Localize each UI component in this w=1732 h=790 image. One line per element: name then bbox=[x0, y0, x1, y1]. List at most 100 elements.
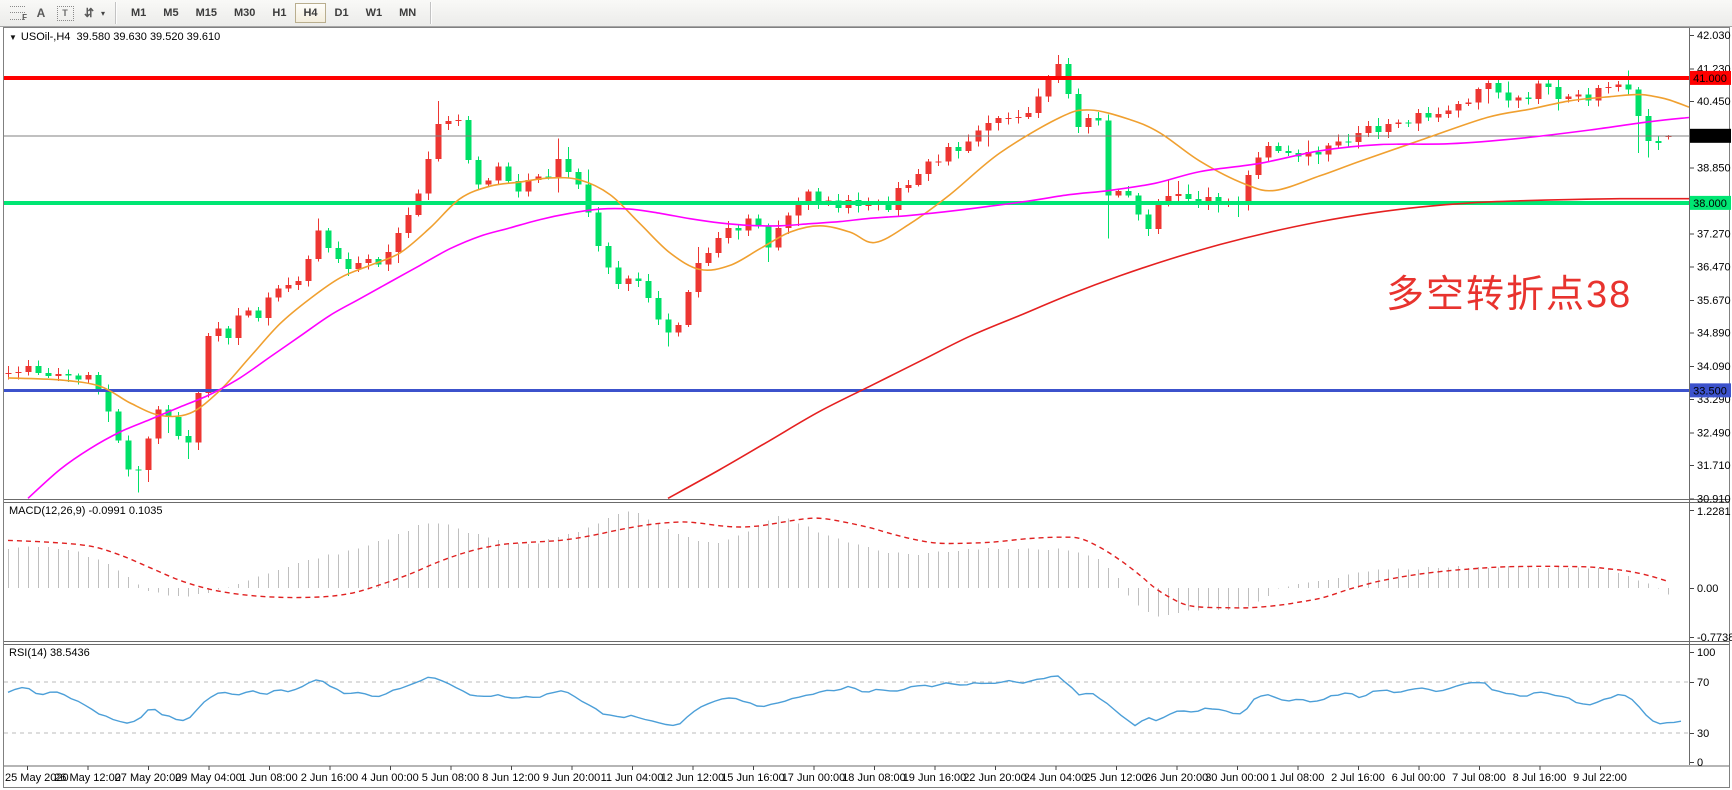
candle-body bbox=[985, 122, 992, 131]
chart-annotation-text[interactable]: 多空转折点38 bbox=[1386, 274, 1633, 316]
time-label: 22 Jun 20:00 bbox=[963, 772, 1027, 784]
candle-body bbox=[1045, 79, 1052, 97]
timeframe-button-m15[interactable]: M15 bbox=[195, 7, 217, 19]
candle-body bbox=[665, 319, 672, 333]
candle-body bbox=[1375, 125, 1382, 133]
candle-body bbox=[335, 248, 342, 259]
price-badge-label: 33.500 bbox=[1693, 385, 1727, 397]
candle-body bbox=[765, 225, 772, 248]
candle-body bbox=[265, 297, 272, 319]
candle-body bbox=[175, 417, 182, 437]
timeframe-button-m5[interactable]: M5 bbox=[163, 7, 179, 19]
macd-tick-label: -0.7738 bbox=[1697, 632, 1732, 644]
timeframe-button-h4[interactable]: H4 bbox=[295, 3, 326, 23]
dropdown-caret-icon[interactable]: ▾ bbox=[97, 9, 109, 18]
rsi-label: RSI(14) 38.5436 bbox=[9, 647, 90, 659]
time-label: 11 Jun 04:00 bbox=[601, 772, 664, 784]
candle-body bbox=[1285, 151, 1292, 154]
candle-body bbox=[795, 202, 802, 216]
macd-axis: 1.2281 0.00 -0.7738 bbox=[1690, 506, 1732, 644]
price-tick-label: 36.470 bbox=[1697, 262, 1731, 274]
rsi-panel[interactable] bbox=[4, 675, 1689, 734]
price-tick-label: 31.710 bbox=[1697, 460, 1731, 472]
candle-body bbox=[1155, 203, 1162, 229]
candle-body bbox=[155, 409, 162, 439]
price-tick-label: 34.890 bbox=[1697, 327, 1731, 339]
candle-body bbox=[1625, 84, 1632, 90]
candle-body bbox=[1255, 157, 1262, 175]
candle-body bbox=[1015, 116, 1022, 119]
toolbar-separator bbox=[115, 2, 117, 24]
timeframe-button-m1[interactable]: M1 bbox=[131, 7, 147, 19]
candle-body bbox=[1495, 83, 1502, 93]
candle-body bbox=[595, 212, 602, 247]
candle-body bbox=[1275, 145, 1282, 152]
candle-body bbox=[1505, 92, 1512, 101]
rsi-tick-label: 30 bbox=[1697, 728, 1709, 740]
symbol-ohlc-line: ▼ USOil-,H4 39.580 39.630 39.520 39.610 bbox=[9, 31, 220, 43]
candle-body bbox=[1165, 195, 1172, 204]
candle-body bbox=[885, 201, 892, 211]
candle-body bbox=[905, 184, 912, 189]
symbol-dropdown-icon[interactable]: ▼ bbox=[9, 32, 17, 42]
candle-body bbox=[645, 280, 652, 298]
fibo-lines-icon[interactable]: F bbox=[5, 3, 29, 23]
candle-body bbox=[895, 188, 902, 211]
price-tick-label: 37.270 bbox=[1697, 228, 1731, 240]
candle-body bbox=[1465, 102, 1472, 104]
candle-body bbox=[55, 374, 62, 377]
candle-body bbox=[565, 158, 572, 173]
time-label: 8 Jun 12:00 bbox=[482, 772, 540, 784]
candle-body bbox=[1455, 103, 1462, 111]
moving-averages bbox=[7, 93, 1690, 500]
candle-body bbox=[1615, 84, 1622, 88]
candle-body bbox=[1555, 87, 1562, 99]
text-label-icon[interactable]: A bbox=[29, 3, 53, 23]
candle-body bbox=[435, 124, 442, 159]
candle-body bbox=[1425, 112, 1432, 118]
candle-body bbox=[1035, 96, 1042, 113]
candle-body bbox=[315, 230, 322, 260]
time-label: 1 Jul 08:00 bbox=[1271, 772, 1325, 784]
time-label: 26 May 12:00 bbox=[54, 772, 121, 784]
candle-body bbox=[925, 161, 932, 175]
candle-body bbox=[275, 288, 282, 298]
ma-fast-orange bbox=[7, 93, 1690, 418]
candle-body bbox=[1115, 191, 1122, 196]
price-badge-label: 41.000 bbox=[1693, 73, 1727, 85]
timeframe-button-m30[interactable]: M30 bbox=[233, 7, 256, 19]
time-label: 25 May 2020 bbox=[5, 772, 69, 784]
macd-panel[interactable] bbox=[7, 511, 1669, 617]
price-tick-label: 38.850 bbox=[1697, 162, 1731, 174]
candle-body bbox=[1055, 64, 1062, 80]
candle-body bbox=[945, 147, 952, 162]
chart-background[interactable] bbox=[0, 27, 1732, 790]
time-label: 17 Jun 00:00 bbox=[782, 772, 846, 784]
candle-body bbox=[605, 246, 612, 268]
candle-body bbox=[85, 374, 92, 380]
candle-body bbox=[1655, 141, 1662, 144]
candle-body bbox=[1385, 123, 1392, 133]
candle-body bbox=[1445, 110, 1452, 115]
timeframe-button-w1[interactable]: W1 bbox=[365, 7, 383, 19]
candle-body bbox=[425, 158, 432, 194]
arrows-tool-icon[interactable]: ⇵ bbox=[77, 3, 101, 23]
candle-body bbox=[785, 215, 792, 228]
caret-glyph: ▾ bbox=[100, 8, 105, 18]
time-label: 6 Jul 00:00 bbox=[1392, 772, 1446, 784]
text-box-icon[interactable]: T bbox=[53, 3, 77, 23]
candle-body bbox=[995, 118, 1002, 123]
timeframe-button-d1[interactable]: D1 bbox=[334, 7, 349, 19]
candle-body bbox=[455, 120, 462, 122]
horizontal-level-lines[interactable] bbox=[4, 75, 1689, 392]
candle-body bbox=[1435, 114, 1442, 118]
timeframe-button-h1[interactable]: H1 bbox=[272, 7, 287, 19]
candle-body bbox=[295, 281, 302, 286]
candle-body bbox=[25, 365, 32, 372]
candle-body bbox=[235, 315, 242, 339]
timeframe-button-mn[interactable]: MN bbox=[399, 7, 417, 19]
candle-body bbox=[1265, 145, 1272, 158]
